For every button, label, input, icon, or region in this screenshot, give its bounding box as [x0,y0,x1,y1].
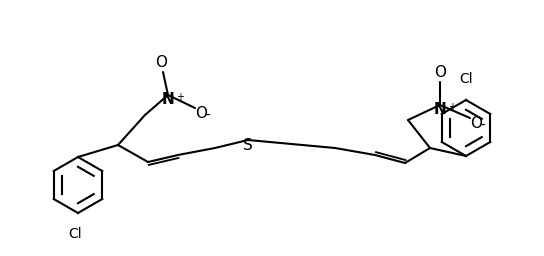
Text: +: + [176,92,184,102]
Text: -: - [205,109,210,123]
Text: -: - [480,119,485,133]
Text: Cl: Cl [459,72,473,86]
Text: O: O [195,105,207,121]
Text: Cl: Cl [68,227,82,241]
Text: S: S [243,137,253,153]
Text: N: N [162,92,175,108]
Text: O: O [155,55,167,70]
Text: O: O [470,115,482,131]
Text: N: N [434,102,447,118]
Text: O: O [434,65,446,80]
Text: +: + [448,102,456,112]
